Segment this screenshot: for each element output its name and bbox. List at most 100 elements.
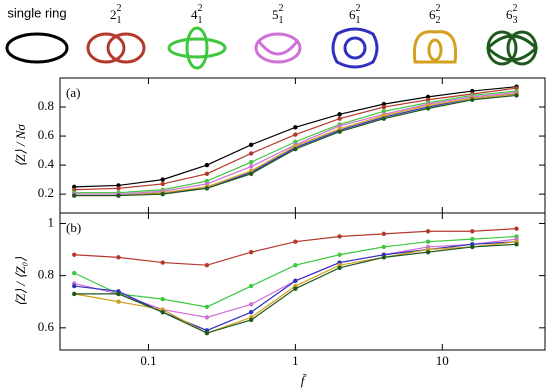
data-point <box>160 260 165 265</box>
knot-curve <box>412 30 458 64</box>
knot-base: 6 <box>429 7 436 22</box>
knot-label: 62 2 <box>429 3 441 26</box>
x-axis-label: f̃ <box>301 373 308 388</box>
y-tick-label: 0.6 <box>38 319 55 334</box>
data-point <box>381 116 387 121</box>
knot-icon <box>86 32 146 64</box>
data-point <box>514 93 519 98</box>
y-tick-label: 0.8 <box>38 98 54 113</box>
knot-icon <box>5 32 69 64</box>
data-point <box>337 116 342 121</box>
data-point <box>72 270 77 276</box>
data-point <box>116 255 121 260</box>
data-point <box>293 286 298 291</box>
data-point <box>514 226 519 231</box>
data-point <box>116 299 121 304</box>
data-point <box>160 177 165 182</box>
knot-curve <box>167 37 227 59</box>
knot-sup: 2 <box>279 3 284 14</box>
knot-sub: 1 <box>198 15 203 26</box>
data-point <box>514 242 519 247</box>
data-point <box>160 181 165 187</box>
y-tick-label: 0.4 <box>38 156 55 171</box>
x-tick-label: 1 <box>292 353 299 368</box>
data-point <box>425 249 431 255</box>
knot-sup: 2 <box>436 3 441 14</box>
y-tick-label: 0.2 <box>38 185 54 200</box>
x-tick-label: 10 <box>436 353 449 368</box>
data-point <box>337 234 342 239</box>
data-point <box>337 265 342 270</box>
knot-icon <box>412 30 458 64</box>
data-point <box>116 291 121 297</box>
data-point <box>248 159 254 165</box>
knot-base: 6 <box>506 7 513 22</box>
y-tick-label: 0.8 <box>38 267 54 282</box>
data-point <box>160 191 165 197</box>
data-point <box>72 193 77 198</box>
knot-sup: 2 <box>117 3 122 14</box>
data-point <box>337 112 342 117</box>
data-point <box>470 229 475 234</box>
data-point <box>425 229 431 234</box>
data-point <box>72 252 77 257</box>
data-point <box>160 296 165 302</box>
y-axis-label: ⟨Z⟩ / ⟨Z₀⟩ <box>13 257 28 306</box>
data-point <box>248 164 254 169</box>
data-point <box>72 291 77 297</box>
knot-sub: 2 <box>436 15 441 26</box>
panel-label: (a) <box>66 85 80 100</box>
knot-icon <box>331 27 379 69</box>
knot-curve <box>427 38 443 62</box>
knot-curve <box>185 26 209 70</box>
data-point <box>204 330 210 336</box>
data-point <box>337 129 342 134</box>
data-point <box>248 151 254 156</box>
data-point <box>381 231 387 237</box>
knot-label: 52 1 <box>272 3 284 26</box>
knot-curve <box>5 32 69 64</box>
knot-curve <box>256 39 300 56</box>
data-point <box>381 255 387 260</box>
knot-base: 5 <box>272 7 279 22</box>
data-point <box>425 239 431 244</box>
data-point <box>72 283 77 289</box>
data-point <box>381 104 387 110</box>
knot-sub: 3 <box>513 15 518 26</box>
data-point <box>470 97 475 102</box>
data-point <box>248 302 254 307</box>
panel-label: (b) <box>66 220 81 235</box>
knot-label: single ring <box>7 5 66 20</box>
knot-curve <box>343 36 367 60</box>
data-point <box>337 252 342 257</box>
series-line <box>74 87 517 191</box>
plot-frame <box>59 212 546 351</box>
knot-sup: 2 <box>513 3 518 14</box>
knot-label: 62 3 <box>506 3 518 26</box>
knot-icon <box>254 32 302 64</box>
knot-curve <box>86 32 126 64</box>
knot-sup: 2 <box>198 3 203 14</box>
data-point <box>381 244 387 250</box>
data-point <box>293 146 298 152</box>
knot-icon <box>167 26 227 70</box>
knot-sub: 1 <box>356 15 361 26</box>
data-point <box>204 171 210 177</box>
data-point <box>248 249 254 255</box>
data-point <box>116 193 121 198</box>
knot-sub: 1 <box>117 15 122 26</box>
knot-icon <box>486 30 539 66</box>
data-point <box>116 186 121 191</box>
data-point <box>293 262 298 268</box>
knot-curve <box>254 32 302 64</box>
data-point <box>248 317 254 323</box>
knot-curve <box>106 32 146 64</box>
data-point <box>293 125 298 130</box>
data-point <box>204 162 210 168</box>
data-point <box>425 106 431 111</box>
knot-label: 42 1 <box>191 3 203 26</box>
y-tick-label: 0.6 <box>38 127 55 142</box>
knot-base: 4 <box>191 7 198 22</box>
knot-base: 2 <box>110 7 117 22</box>
